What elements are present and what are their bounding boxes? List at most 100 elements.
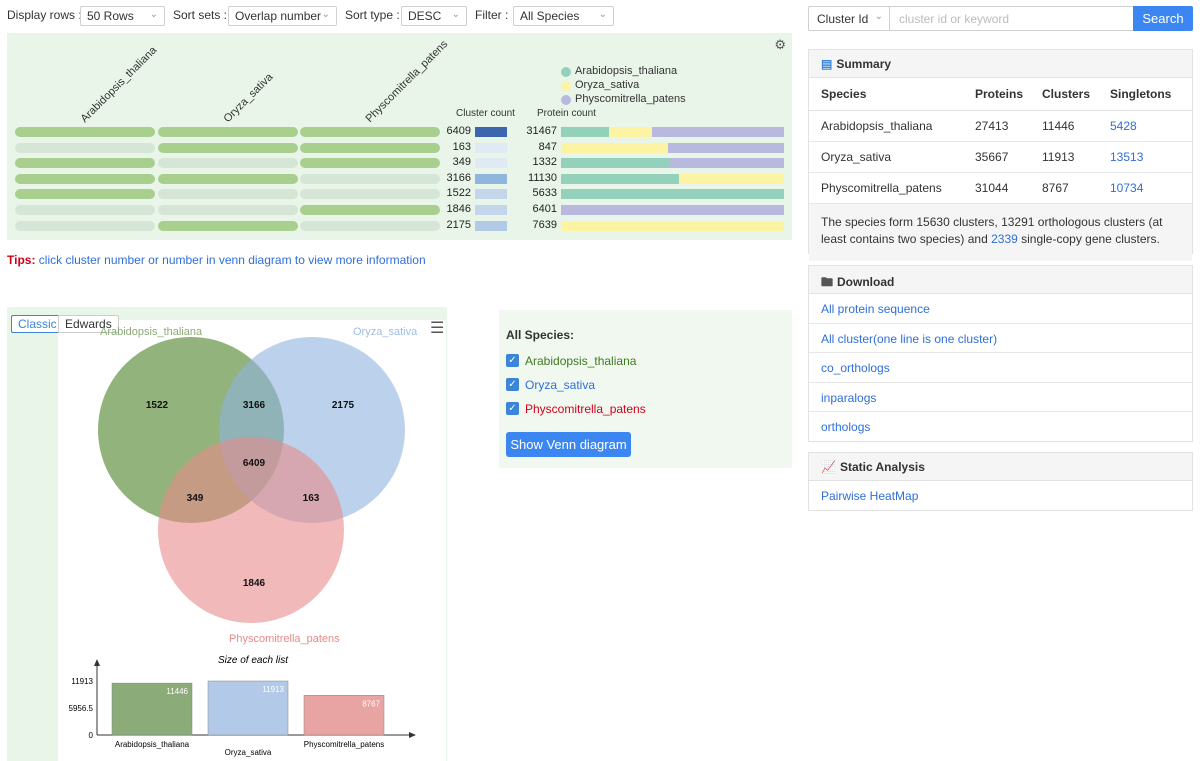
bar[interactable] bbox=[303, 695, 385, 736]
tips: Tips: click cluster number or number in … bbox=[7, 253, 426, 267]
set-membership-pill bbox=[158, 189, 298, 200]
venn-region-b[interactable]: 2175 bbox=[332, 400, 355, 411]
venn-region-c[interactable]: 1846 bbox=[243, 578, 266, 589]
set-membership-pill bbox=[15, 142, 155, 153]
venn-region-ac[interactable]: 349 bbox=[187, 493, 204, 504]
tips-link[interactable]: click cluster number or number in venn d… bbox=[38, 253, 426, 267]
protein-count: 7639 bbox=[532, 218, 557, 231]
summary-note: The species form 15630 clusters, 13291 o… bbox=[809, 204, 1192, 261]
cell: Physcomitrella_patens bbox=[809, 172, 963, 204]
cluster-count-header: Cluster count bbox=[456, 108, 515, 119]
species-checkbox[interactable]: ✓ bbox=[506, 354, 519, 367]
heatmap-link[interactable]: Pairwise HeatMap bbox=[821, 489, 919, 503]
col-header: Species bbox=[809, 78, 963, 111]
search-type-select[interactable]: Cluster Id ⌄ bbox=[808, 6, 890, 31]
cluster-count-bar bbox=[475, 189, 507, 200]
y-tick-label: 0 bbox=[89, 731, 94, 740]
set-membership-pill bbox=[300, 142, 440, 153]
set-membership-pill bbox=[158, 127, 298, 137]
filter-label: Filter : bbox=[475, 8, 509, 22]
menu-icon[interactable]: ☰ bbox=[430, 320, 445, 337]
filter-value: All Species bbox=[520, 9, 580, 23]
cluster-count-link[interactable]: 3166 bbox=[446, 171, 471, 184]
protein-count-segment bbox=[561, 142, 669, 153]
edwards-toggle[interactable]: Edwards bbox=[58, 315, 119, 333]
download-link[interactable]: All cluster(one line is one cluster) bbox=[821, 331, 998, 346]
legend-swatch bbox=[561, 67, 571, 77]
sort-sets-select[interactable]: Overlap number ⌄ bbox=[228, 6, 337, 26]
protein-count-segment bbox=[608, 127, 653, 137]
single-copy-link[interactable]: 2339 bbox=[991, 232, 1018, 246]
species-option-label: Arabidopsis_thaliana bbox=[525, 354, 637, 368]
col-header: Proteins bbox=[963, 78, 1030, 111]
download-item: All cluster(one line is one cluster) bbox=[809, 324, 1192, 353]
cluster-count-bar bbox=[475, 127, 507, 137]
chevron-down-icon: ⌄ bbox=[451, 9, 460, 20]
download-link[interactable]: co_orthologs bbox=[821, 361, 890, 375]
download-link[interactable]: All protein sequence bbox=[821, 302, 930, 316]
download-header: 🖿 Download bbox=[809, 266, 1192, 294]
gear-icon[interactable]: ⚙ bbox=[774, 37, 786, 52]
search-button[interactable]: Search bbox=[1133, 6, 1193, 31]
y-tick-label: 11913 bbox=[71, 677, 93, 686]
sort-type-value: DESC bbox=[408, 9, 442, 23]
download-item: co_orthologs bbox=[809, 353, 1192, 383]
cluster-count-link[interactable]: 2175 bbox=[446, 218, 471, 231]
y-tick-label: 5956.5 bbox=[69, 704, 94, 713]
search-input[interactable]: cluster id or keyword bbox=[890, 6, 1134, 31]
filter-select[interactable]: All Species ⌄ bbox=[513, 6, 614, 26]
col-header: Clusters bbox=[1030, 78, 1098, 111]
note-text: The species form 15630 clusters, 13291 o… bbox=[821, 215, 1163, 246]
venn-label-c: Physcomitrella_patens bbox=[229, 633, 340, 645]
cluster-count-link[interactable]: 349 bbox=[452, 156, 471, 169]
list-icon: ▤ bbox=[821, 57, 833, 71]
bar-value-label: 8767 bbox=[362, 699, 380, 708]
cluster-count-link[interactable]: 1522 bbox=[446, 187, 471, 200]
singleton-link[interactable]: 10734 bbox=[1098, 172, 1192, 204]
classic-toggle[interactable]: Classic bbox=[11, 315, 64, 333]
cell: 31044 bbox=[963, 172, 1030, 204]
display-rows-select[interactable]: 50 Rows ⌄ bbox=[80, 6, 165, 26]
bar[interactable] bbox=[111, 682, 193, 736]
download-link[interactable]: inparalogs bbox=[821, 390, 877, 405]
cluster-count-bar bbox=[475, 205, 507, 215]
protein-count: 5633 bbox=[532, 187, 557, 200]
singleton-link[interactable]: 5428 bbox=[1098, 110, 1192, 142]
download-card: 🖿 Download All protein sequence All clust… bbox=[808, 265, 1193, 442]
set-membership-pill bbox=[15, 220, 155, 231]
venn-region-ab[interactable]: 3166 bbox=[243, 400, 266, 411]
cluster-count-link[interactable]: 1846 bbox=[446, 203, 471, 215]
set-membership-pill bbox=[158, 220, 298, 231]
cell: Oryza_sativa bbox=[809, 141, 963, 173]
summary-title: Summary bbox=[836, 57, 892, 71]
singleton-link[interactable]: 13513 bbox=[1098, 141, 1192, 173]
show-venn-button[interactable]: Show Venn diagram bbox=[506, 432, 631, 457]
species-checkbox[interactable]: ✓ bbox=[506, 378, 519, 391]
col-header: Singletons bbox=[1098, 78, 1192, 111]
species-checkbox[interactable]: ✓ bbox=[506, 402, 519, 415]
protein-count-header: Protein count bbox=[537, 108, 596, 119]
venn-region-bc[interactable]: 163 bbox=[303, 493, 320, 504]
download-link[interactable]: orthologs bbox=[821, 420, 871, 434]
cluster-count-link[interactable]: 163 bbox=[452, 140, 471, 153]
bar[interactable] bbox=[207, 680, 289, 736]
chevron-down-icon: ⌄ bbox=[874, 11, 883, 22]
bar-value-label: 11913 bbox=[262, 685, 284, 694]
venn-region-abc[interactable]: 6409 bbox=[243, 458, 266, 469]
cell: 11446 bbox=[1030, 110, 1098, 142]
tips-label: Tips: bbox=[7, 253, 36, 267]
chevron-down-icon: ⌄ bbox=[321, 9, 330, 20]
set-membership-pill bbox=[158, 173, 298, 184]
chevron-down-icon: ⌄ bbox=[598, 9, 607, 20]
venn-circle-c[interactable] bbox=[158, 437, 344, 623]
download-item: orthologs bbox=[809, 412, 1192, 442]
venn-region-a[interactable]: 1522 bbox=[146, 400, 169, 411]
folder-icon: 🖿 bbox=[821, 275, 834, 289]
protein-count-segment bbox=[561, 173, 680, 184]
y-axis-arrow-icon bbox=[94, 659, 100, 666]
sort-type-select[interactable]: DESC ⌄ bbox=[401, 6, 467, 26]
protein-count-segment bbox=[561, 220, 784, 231]
table-row: Arabidopsis_thaliana 27413 11446 5428 bbox=[809, 110, 1192, 142]
cell: 35667 bbox=[963, 141, 1030, 173]
cluster-count-link[interactable]: 6409 bbox=[446, 125, 471, 137]
